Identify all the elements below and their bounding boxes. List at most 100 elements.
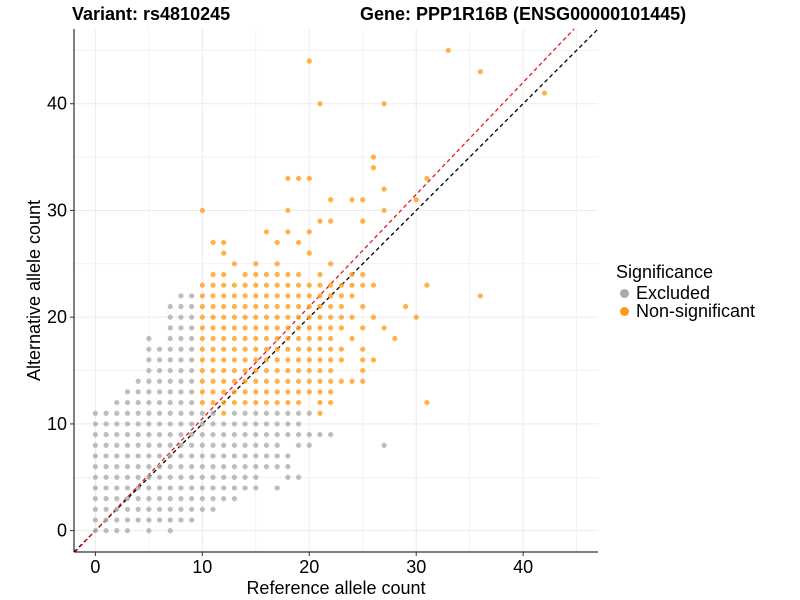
point-excluded — [263, 453, 270, 459]
point-excluded — [156, 485, 163, 491]
point-non-significant — [221, 293, 227, 299]
point-excluded — [285, 410, 291, 416]
point-non-significant — [253, 314, 259, 320]
point-non-significant — [285, 271, 291, 278]
point-excluded — [210, 485, 216, 491]
point-excluded — [156, 389, 163, 395]
point-excluded — [199, 496, 205, 502]
gene-title: Gene: PPP1R16B (ENSG00000101445) — [360, 4, 687, 24]
point-excluded — [167, 410, 173, 416]
point-non-significant — [349, 271, 355, 278]
point-non-significant — [370, 154, 377, 160]
point-non-significant — [295, 389, 302, 395]
point-non-significant — [295, 367, 302, 374]
point-excluded — [156, 464, 163, 470]
legend-label-non-significant: Non-significant — [636, 300, 756, 321]
point-excluded — [178, 431, 184, 438]
point-excluded — [221, 485, 227, 491]
point-non-significant — [317, 335, 323, 342]
point-non-significant — [317, 282, 323, 288]
point-excluded — [189, 378, 195, 384]
point-non-significant — [349, 378, 355, 384]
point-non-significant — [306, 175, 312, 182]
point-non-significant — [221, 314, 227, 320]
point-excluded — [285, 474, 291, 480]
point-non-significant — [221, 325, 227, 331]
point-non-significant — [221, 367, 227, 374]
point-excluded — [124, 410, 131, 416]
point-non-significant — [338, 325, 344, 331]
point-excluded — [114, 528, 120, 534]
point-excluded — [253, 442, 259, 448]
point-excluded — [199, 442, 205, 448]
point-non-significant — [328, 389, 334, 395]
point-excluded — [135, 485, 141, 491]
point-excluded — [135, 464, 141, 470]
point-excluded — [146, 421, 152, 427]
point-excluded — [178, 410, 184, 416]
point-non-significant — [381, 186, 387, 192]
point-non-significant — [370, 314, 377, 320]
point-excluded — [274, 431, 280, 438]
point-excluded — [114, 431, 120, 438]
legend-item-excluded: Excluded — [616, 283, 755, 303]
point-non-significant — [274, 261, 280, 267]
point-excluded — [231, 442, 238, 448]
point-excluded — [178, 474, 184, 480]
point-excluded — [124, 506, 131, 512]
point-non-significant — [317, 101, 323, 107]
point-excluded — [92, 474, 98, 480]
point-excluded — [103, 474, 109, 480]
point-excluded — [146, 431, 152, 438]
point-non-significant — [210, 346, 216, 352]
point-non-significant — [328, 303, 334, 310]
point-excluded — [189, 421, 195, 427]
point-excluded — [253, 431, 259, 438]
point-excluded — [189, 357, 195, 363]
point-excluded — [295, 421, 302, 427]
point-excluded — [285, 464, 291, 470]
point-excluded — [135, 496, 141, 502]
point-non-significant — [349, 197, 355, 203]
point-excluded — [167, 485, 173, 491]
point-non-significant — [199, 378, 205, 384]
point-non-significant — [210, 314, 216, 320]
point-non-significant — [253, 346, 259, 352]
legend-key-excluded — [620, 288, 629, 298]
point-non-significant — [328, 282, 334, 288]
point-non-significant — [253, 389, 259, 395]
point-excluded — [156, 442, 163, 448]
point-non-significant — [242, 282, 248, 288]
point-excluded — [253, 474, 259, 480]
point-excluded — [242, 421, 248, 427]
point-excluded — [156, 357, 163, 363]
point-excluded — [221, 453, 227, 459]
point-excluded — [189, 431, 195, 438]
point-excluded — [189, 399, 195, 406]
point-excluded — [167, 474, 173, 480]
point-excluded — [231, 453, 238, 459]
point-excluded — [221, 496, 227, 502]
point-excluded — [210, 421, 216, 427]
point-non-significant — [274, 367, 280, 374]
point-non-significant — [221, 303, 227, 310]
point-excluded — [114, 506, 120, 512]
point-non-significant — [253, 303, 259, 310]
point-non-significant — [370, 357, 377, 363]
point-excluded — [135, 431, 141, 438]
point-excluded — [274, 464, 280, 470]
point-non-significant — [263, 389, 270, 395]
point-non-significant — [328, 335, 334, 342]
point-non-significant — [306, 293, 312, 299]
point-excluded — [114, 496, 120, 502]
point-non-significant — [231, 399, 238, 406]
point-non-significant — [263, 271, 270, 278]
point-non-significant — [274, 389, 280, 395]
point-non-significant — [210, 303, 216, 310]
point-non-significant — [295, 314, 302, 320]
point-non-significant — [360, 325, 366, 331]
point-excluded — [103, 517, 109, 523]
point-non-significant — [306, 378, 312, 384]
point-excluded — [242, 431, 248, 438]
point-excluded — [114, 453, 120, 459]
